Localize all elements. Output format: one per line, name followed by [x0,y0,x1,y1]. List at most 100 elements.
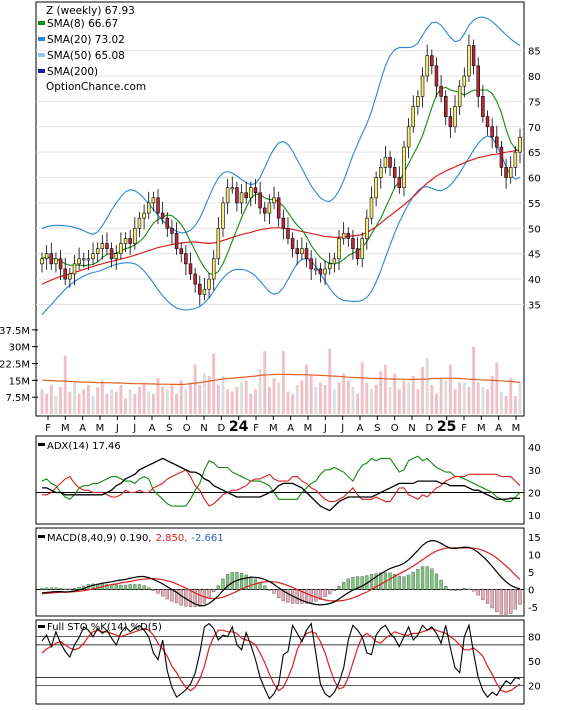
candle-body [91,253,95,260]
price-tick-70: 70 [528,123,541,134]
volume-bar [100,380,104,414]
candle-body [495,136,499,148]
volume-bar [351,387,355,414]
candle-body [272,197,276,204]
candle-body [267,202,272,214]
x-tick-M: M [61,423,70,434]
candle-body [318,268,323,275]
macd-histogram-bar [170,589,174,602]
macd-histogram-bar [91,583,95,590]
macd-histogram-bar [123,584,128,590]
macd-histogram-bar [411,571,415,590]
volume-bar [59,387,63,414]
x-tick-M: M [512,423,521,434]
candle-body [137,217,142,229]
volume-bar [462,382,466,414]
candle-body [504,167,508,178]
macd-histogram-bar [105,584,109,590]
volume-bar [179,380,183,414]
candle-body [95,248,100,254]
macd-histogram-bar [504,589,508,615]
macd-histogram-bar [458,589,462,591]
candle-body [369,197,374,219]
volume-bar [332,389,336,414]
volume-bar [272,378,276,414]
candle-body [239,192,244,204]
long-average-line [41,149,521,285]
adx-tick-10: 10 [528,511,541,522]
macd-histogram-bar [174,589,179,604]
x-tick-F: F [253,423,259,434]
volume-bar [114,391,118,414]
sto-legend-swatch [38,625,45,628]
legend-swatch-sma200 [38,69,45,73]
volume-bar [207,375,211,414]
candle-body [471,45,476,67]
volume-bar [96,387,100,414]
macd-histogram-bar [430,568,434,590]
volume-bar [435,393,438,414]
candle-body [332,258,337,265]
plus-di-line [41,455,521,507]
candle-body [202,288,207,295]
volume-bar [202,373,206,414]
volume-bar [133,393,137,414]
macd-histogram-bar [402,576,406,590]
macd-histogram-bar [165,589,169,600]
candle-body [281,217,286,229]
candle-body [198,283,202,295]
volume-bar [124,398,127,414]
sto-d-line [41,627,521,693]
candle-body [374,177,378,199]
volume-bar [402,380,406,414]
macd-histogram-bar [513,589,517,610]
candle-body [188,263,193,275]
volume-bar [193,364,197,414]
volume-tick-label: 37.5M [0,326,30,337]
macd-histogram-bar [448,589,453,591]
macd-tick-10: 10 [528,551,541,562]
macd-label-hist: -2.661 [191,533,223,544]
volume-bar [360,362,364,414]
price-tick-60: 60 [528,174,541,185]
volume-bar [416,389,420,414]
legend-swatch-sma8 [38,21,45,25]
sto-tick-20: 20 [528,682,541,693]
candle-body [86,258,91,261]
symbol-label: Z (weekly) 67.93 [46,5,135,17]
candle-body [146,202,151,214]
candle-body [156,197,160,214]
volume-bar [40,389,44,414]
volume-bar [309,375,313,414]
macd-histogram-bar [207,589,211,599]
sto-k-line [41,622,521,700]
macd-tick-0: 0 [528,586,534,597]
candle-body [258,192,262,209]
candle-body [72,263,77,275]
candle-body [82,258,86,261]
volume-bar [281,351,285,414]
x-tick-F: F [45,423,51,434]
macd-line [41,539,521,607]
price-tick-75: 75 [528,97,541,108]
macd-histogram-bar [239,573,244,590]
macd-histogram-bar [225,574,230,590]
candle-body [170,228,174,234]
candle-body [481,96,485,117]
macd-histogram-bar [188,589,193,608]
volume-bar [453,389,457,414]
volume-bar [319,382,322,414]
macd-histogram-bar [58,588,63,590]
x-tick-O: O [183,423,191,434]
volume-bar [198,384,202,414]
candle-body [462,75,467,87]
macd-histogram-bar [295,589,299,604]
volume-bar [472,346,476,414]
volume-bar [458,382,462,414]
volume-bar [370,389,373,414]
macd-histogram-bar [72,588,77,590]
candle-body [379,167,383,178]
macd-histogram-bar [212,589,216,592]
candle-body [128,238,132,244]
volume-bar [346,380,350,414]
